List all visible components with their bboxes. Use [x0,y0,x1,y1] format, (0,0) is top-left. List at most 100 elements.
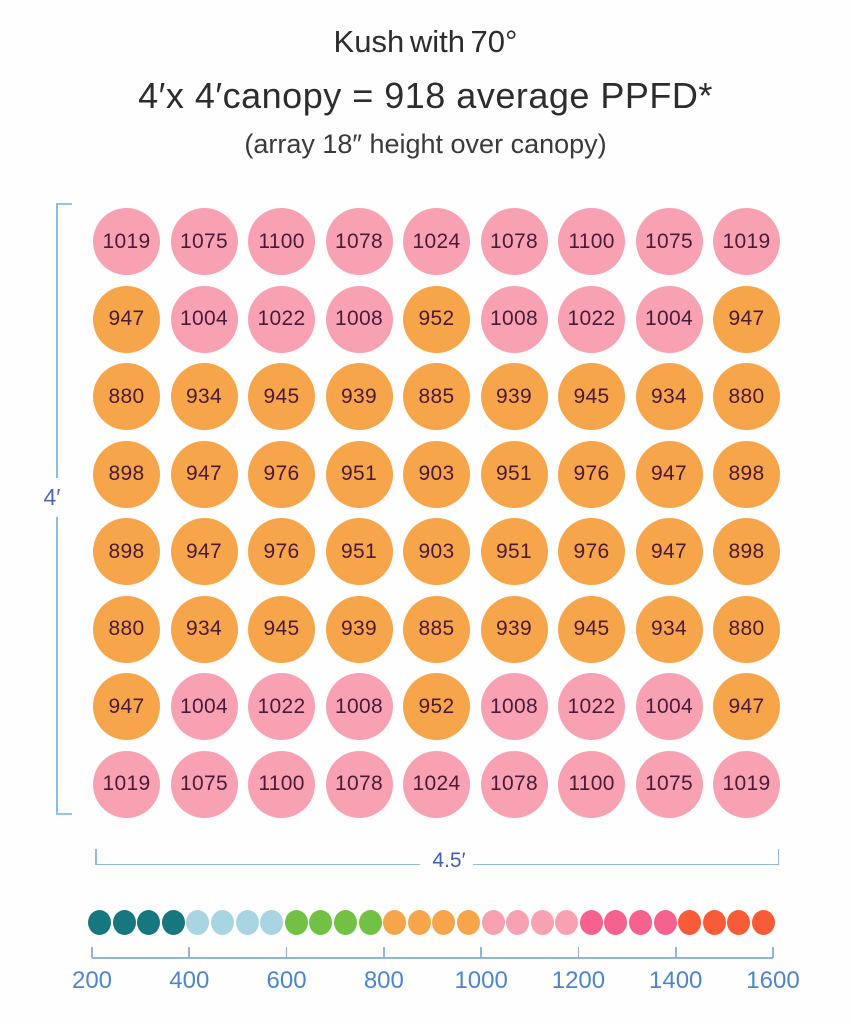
ppfd-cell: 976 [248,440,315,508]
axis-tick [577,947,580,958]
ppfd-cell: 945 [248,363,315,430]
ppfd-cell: 976 [558,518,625,585]
ppfd-cell: 934 [635,595,703,663]
ppfd-cell: 885 [403,363,470,430]
ppfd-cell: 1019 [713,750,780,818]
ppfd-cell: 903 [403,440,470,508]
ppfd-cell: 1004 [170,673,238,740]
axis-label: 200 [71,967,113,994]
legend-dot-strip [88,910,776,935]
axis-label: 1400 [649,967,703,994]
legend-dot [137,910,161,935]
legend-dot [629,910,653,935]
ppfd-cell: 1008 [325,673,393,740]
legend-dot [702,910,726,935]
ppfd-cell: 976 [558,440,625,508]
subtitle-array-height: (array 18″ height over canopy) [244,129,607,159]
subtitle-average-ppfd: 4′x 4′canopy = 918 average PPFD* [138,75,713,116]
legend-dot [555,910,579,935]
ppfd-cell: 947 [170,518,238,585]
ppfd-cell: 1075 [170,208,238,275]
ppfd-cell: 1019 [93,208,160,275]
ppfd-cell: 1022 [248,673,315,740]
ppfd-cell: 1004 [635,673,703,740]
legend-dot [456,910,480,935]
legend-dot [506,910,530,935]
axis-label: 600 [266,967,307,994]
axis-tick [674,947,677,958]
ppfd-cell: 976 [248,518,315,585]
ppfd-cell: 898 [713,440,780,508]
ppfd-cell: 947 [93,673,160,740]
width-dimension-label: 4.5′ [432,849,466,872]
height-bracket-top-tick [56,203,72,205]
legend-dot [284,910,308,935]
ppfd-cell: 947 [713,285,780,353]
ppfd-cell: 1075 [635,208,703,275]
legend-dot [752,910,776,935]
ppfd-cell: 945 [248,595,315,663]
axis-tick [480,947,482,958]
axis-label: 1600 [746,967,800,994]
legend-dot [161,910,185,935]
ppfd-cell: 951 [325,518,393,585]
ppfd-cell: 885 [403,595,470,663]
height-dimension-label: 4′ [43,484,61,510]
width-bracket-left-line [95,863,420,866]
ppfd-cell: 1075 [170,750,238,818]
ppfd-cell: 1100 [248,750,315,818]
ppfd-cell: 1022 [558,285,625,353]
title-block: Kush with 70° 4′x 4′canopy = 918 average… [0,24,851,160]
ppfd-cell: 947 [93,285,160,353]
ppfd-cell: 1019 [713,208,780,275]
ppfd-grid: 1019 1075 1100 1078 1024 1078 1100 1075 1019 947 1… [93,208,780,818]
page-title: Kush with 70° [333,24,518,59]
ppfd-cell: 945 [558,595,625,663]
ppfd-cell: 939 [480,363,548,430]
width-bracket-left-tick [95,849,97,865]
ppfd-cell: 880 [93,363,160,430]
axis-label: 1200 [551,967,606,994]
ppfd-cell: 1008 [480,673,548,740]
legend-dot [358,910,382,935]
legend-dot [383,910,407,935]
axis-label: 400 [169,967,210,994]
legend-dot [210,910,234,935]
legend-dot [112,910,136,935]
legend-dot [333,910,357,935]
ppfd-cell: 903 [403,518,470,585]
ppfd-cell: 952 [403,285,470,353]
ppfd-cell: 939 [480,595,548,663]
ppfd-cell: 1078 [325,208,393,275]
height-bracket-bottom-tick [56,813,72,815]
legend-dot [88,910,111,935]
axis-label: 1000 [454,967,508,994]
ppfd-cell: 1024 [403,750,470,818]
ppfd-cell: 898 [713,518,780,585]
ppfd-cell: 947 [713,673,780,740]
ppfd-cell: 1075 [635,750,703,818]
legend-dot [678,910,702,935]
axis-tick [188,947,191,958]
ppfd-cell: 947 [635,518,703,585]
legend-dot [653,910,677,935]
legend-dot [309,910,333,935]
height-bracket-lower-line [56,517,58,814]
ppfd-cell: 1078 [480,208,548,275]
axis-label: 800 [363,967,404,994]
ppfd-cell: 952 [403,673,470,740]
legend-dot [432,910,456,935]
ppfd-cell: 898 [93,440,160,508]
legend-dot [235,910,259,935]
ppfd-cell: 951 [480,440,548,508]
axis-tick [91,947,93,958]
ppfd-cell: 1100 [558,750,625,818]
axis-tick [285,947,288,958]
ppfd-cell: 898 [93,518,160,585]
ppfd-cell: 947 [170,440,238,508]
ppfd-cell: 934 [635,363,703,430]
ppfd-cell: 1004 [170,285,238,353]
height-bracket-upper-line [56,203,58,478]
axis-line [92,957,773,959]
ppfd-cell: 880 [713,363,780,430]
